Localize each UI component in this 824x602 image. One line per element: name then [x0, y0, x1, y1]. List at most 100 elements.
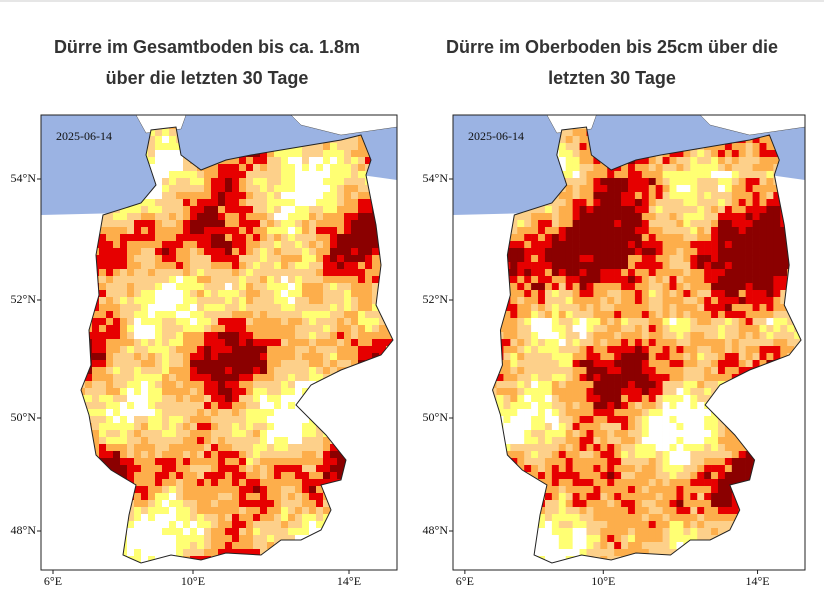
drought-cell: [204, 416, 211, 423]
drought-cell: [642, 297, 649, 304]
drought-cell: [614, 346, 621, 353]
drought-cell: [663, 318, 670, 325]
drought-cell: [295, 318, 302, 325]
drought-cell: [628, 227, 635, 234]
drought-cell: [365, 346, 372, 353]
drought-cell: [635, 213, 642, 220]
drought-cell: [141, 367, 148, 374]
drought-cell: [531, 304, 538, 311]
drought-cell: [739, 255, 746, 262]
drought-cell: [253, 339, 260, 346]
drought-cell: [337, 227, 344, 234]
drought-cell: [134, 451, 141, 458]
drought-cell: [725, 311, 732, 318]
drought-cell: [239, 451, 246, 458]
drought-cell: [218, 311, 225, 318]
drought-cell: [302, 325, 309, 332]
drought-cell: [211, 248, 218, 255]
drought-cell: [295, 157, 302, 164]
drought-cell: [239, 458, 246, 465]
drought-cell: [260, 416, 267, 423]
drought-cell: [704, 150, 711, 157]
drought-cell: [274, 227, 281, 234]
drought-cell: [503, 367, 510, 374]
drought-cell: [766, 290, 773, 297]
drought-cell: [99, 262, 106, 269]
drought-cell: [288, 206, 295, 213]
drought-cell: [127, 437, 134, 444]
drought-cell: [260, 171, 267, 178]
drought-cell: [676, 318, 683, 325]
drought-cell: [780, 276, 787, 283]
drought-cell: [295, 500, 302, 507]
drought-cell: [725, 325, 732, 332]
drought-cell: [580, 136, 587, 143]
drought-cell: [239, 486, 246, 493]
drought-cell: [351, 290, 358, 297]
drought-cell: [337, 276, 344, 283]
drought-cell: [169, 521, 176, 528]
drought-cell: [718, 311, 725, 318]
drought-cell: [517, 325, 524, 332]
drought-cell: [225, 479, 232, 486]
drought-cell: [176, 262, 183, 269]
drought-cell: [510, 395, 517, 402]
drought-cell: [503, 374, 510, 381]
drought-cell: [503, 360, 510, 367]
drought-cell: [573, 185, 580, 192]
drought-cell: [580, 374, 587, 381]
drought-cell: [663, 346, 670, 353]
drought-cell: [358, 178, 365, 185]
drought-cell: [211, 521, 218, 528]
drought-cell: [683, 192, 690, 199]
drought-cell: [614, 311, 621, 318]
drought-cell: [211, 325, 218, 332]
drought-cell: [510, 297, 517, 304]
drought-cell: [697, 213, 704, 220]
drought-cell: [649, 269, 656, 276]
drought-cell: [566, 157, 573, 164]
drought-cell: [718, 234, 725, 241]
drought-cell: [211, 332, 218, 339]
drought-cell: [162, 409, 169, 416]
drought-cell: [538, 220, 545, 227]
drought-cell: [697, 255, 704, 262]
drought-cell: [739, 213, 746, 220]
drought-cell: [690, 276, 697, 283]
drought-cell: [773, 255, 780, 262]
drought-cell: [580, 220, 587, 227]
drought-cell: [337, 164, 344, 171]
drought-cell: [141, 507, 148, 514]
drought-cell: [344, 213, 351, 220]
drought-cell: [580, 262, 587, 269]
drought-cell: [580, 241, 587, 248]
drought-cell: [337, 213, 344, 220]
drought-cell: [267, 409, 274, 416]
drought-cell: [690, 269, 697, 276]
drought-cell: [351, 248, 358, 255]
drought-cell: [232, 227, 239, 234]
drought-cell: [260, 514, 267, 521]
drought-cell: [106, 241, 113, 248]
drought-cell: [253, 346, 260, 353]
drought-cell: [746, 290, 753, 297]
drought-cell: [697, 283, 704, 290]
drought-cell: [267, 535, 274, 542]
drought-cell: [573, 234, 580, 241]
drought-cell: [288, 199, 295, 206]
drought-cell: [510, 381, 517, 388]
drought-cell: [218, 248, 225, 255]
drought-cell: [573, 290, 580, 297]
drought-cell: [718, 178, 725, 185]
drought-cell: [683, 199, 690, 206]
drought-cell: [176, 472, 183, 479]
drought-cell: [635, 171, 642, 178]
drought-cell: [358, 185, 365, 192]
drought-cell: [218, 500, 225, 507]
drought-cell: [538, 339, 545, 346]
drought-cell: [211, 388, 218, 395]
drought-cell: [197, 276, 204, 283]
drought-cell: [106, 395, 113, 402]
drought-cell: [628, 262, 635, 269]
drought-cell: [204, 290, 211, 297]
